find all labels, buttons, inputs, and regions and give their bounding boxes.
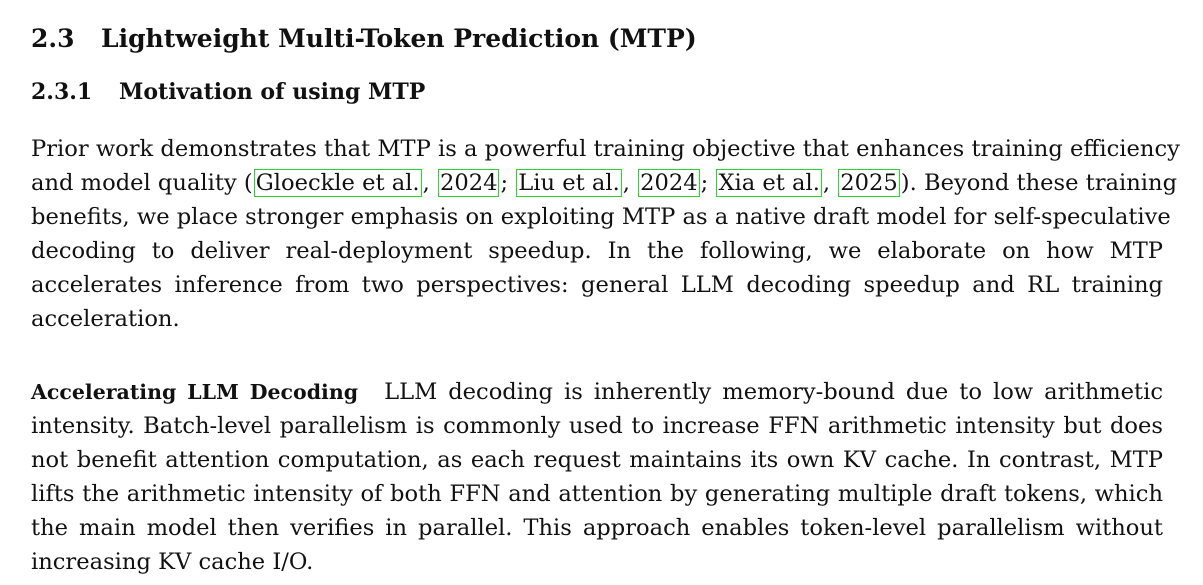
subsection-heading: 2.3.1 Motivation of using MTP (31, 79, 425, 105)
line-text: ). Beyond these training (900, 170, 1178, 196)
paragraph-line-with-citations: and model quality (Gloeckle et al., 2024… (31, 169, 1178, 197)
paragraph-line-with-heading: Accelerating LLM Decoding LLM decoding is… (31, 375, 1163, 409)
paragraph-line: lifts the arithmetic intensity of both F… (31, 481, 1163, 507)
paragraph-line: increasing KV cache I/O. (31, 549, 314, 575)
citation-link-xia[interactable]: Xia et al. (716, 169, 822, 197)
section-heading: 2.3 Lightweight Multi-Token Prediction (M… (31, 24, 697, 53)
section-number: 2.3 (31, 24, 75, 53)
citation-link-liu[interactable]: Liu et al. (516, 169, 622, 197)
citation-link-gloeckle-year[interactable]: 2024 (437, 169, 500, 197)
paragraph-line: the main model then verifies in parallel… (31, 515, 1163, 541)
paragraph-line: decoding to deliver real-deployment spee… (31, 238, 1163, 264)
subsection-number: 2.3.1 (31, 79, 93, 105)
paragraph-heading: Accelerating LLM Decoding (31, 380, 359, 404)
decoding-paragraph: Accelerating LLM Decoding LLM decoding is… (31, 375, 1163, 579)
paragraph-line: Prior work demonstrates that MTP is a po… (31, 136, 1180, 162)
paragraph-line: accelerates inference from two perspecti… (31, 272, 1163, 298)
section-title: Lightweight Multi-Token Prediction (MTP) (101, 24, 697, 53)
paragraph-line: intensity. Batch-level parallelism is co… (31, 413, 1163, 439)
subsection-title: Motivation of using MTP (119, 79, 426, 105)
citation-link-xia-year[interactable]: 2025 (838, 169, 900, 197)
paragraph-line: not benefit attention computation, as ea… (31, 447, 1163, 473)
citation-link-liu-year[interactable]: 2024 (638, 169, 700, 197)
citation-link-gloeckle[interactable]: Gloeckle et al. (253, 169, 422, 197)
motivation-paragraph: Prior work demonstrates that MTP is a po… (31, 132, 1180, 336)
paragraph-line: benefits, we place stronger emphasis on … (31, 204, 1171, 230)
paragraph-line: acceleration. (31, 306, 180, 332)
line-text: and model quality ( (31, 170, 253, 196)
line-text: LLM decoding is inherently memory-bound … (384, 379, 1164, 405)
